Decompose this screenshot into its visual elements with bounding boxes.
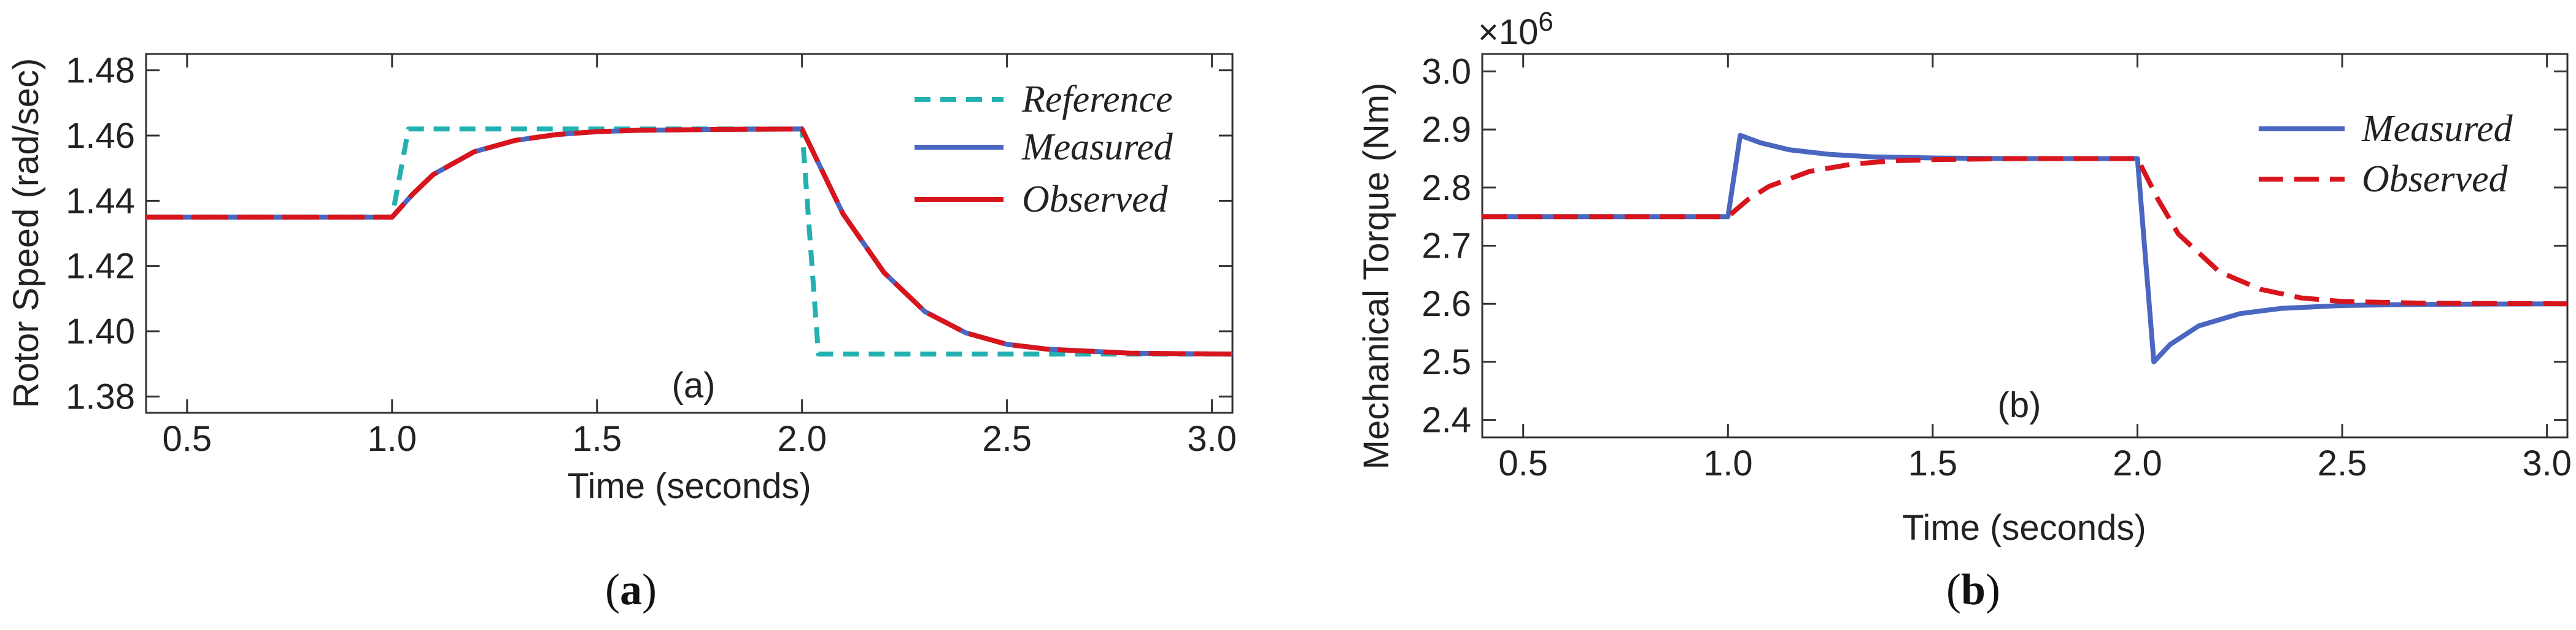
y-tick-label: 2.5: [1421, 342, 1471, 382]
x-tick-label: 3.0: [2522, 444, 2572, 483]
x-tick-label: 2.5: [2318, 444, 2367, 483]
x-tick-label: 1.0: [1703, 444, 1753, 483]
x-tick-label: 1.0: [367, 419, 417, 459]
y-tick-label: 1.42: [66, 247, 135, 286]
y-tick-label: 1.46: [66, 116, 135, 156]
legend-label-measured-a: Measured: [1021, 126, 1174, 168]
y-multiplier-b: ×106: [1478, 7, 1553, 52]
x-tick-label: 2.0: [777, 419, 827, 459]
legend-item-observed-b: Observed: [2259, 158, 2508, 200]
x-tick-label: 1.5: [1908, 444, 1958, 483]
y-ticks-b: 2.4 2.5 2.6 2.7 2.8 2.9 3.0: [1421, 52, 2567, 440]
legend-label-observed-b: Observed: [2362, 158, 2508, 200]
y-tick-label: 3.0: [1421, 52, 1471, 91]
y-tick-label: 2.6: [1421, 284, 1471, 324]
x-tick-label: 2.5: [982, 419, 1032, 459]
x-tick-label: 0.5: [162, 419, 212, 459]
legend-item-observed-a: Observed: [915, 179, 1169, 220]
legend-label-observed-a: Observed: [1022, 179, 1169, 220]
y-tick-label: 2.8: [1421, 168, 1471, 208]
x-axis-label-a: Time (seconds): [567, 466, 811, 506]
legend-item-measured-b: Measured: [2259, 108, 2513, 150]
y-tick-label: 2.9: [1421, 110, 1471, 150]
y-tick-label: 2.4: [1421, 401, 1471, 440]
x-ticks-a: 0.5 1.0 1.5 2.0 2.5 3.0: [162, 54, 1237, 459]
panel-tag-a: (a): [672, 366, 716, 405]
y-tick-label: 1.44: [66, 181, 135, 221]
x-tick-label: 1.5: [572, 419, 622, 459]
legend-b: Measured Observed: [2259, 108, 2513, 200]
y-axis-label-b: Mechanical Torque (Nm): [1356, 83, 1396, 470]
y-ticks-a: 1.38 1.40 1.42 1.44 1.46 1.48: [66, 51, 1232, 417]
x-tick-label: 3.0: [1187, 419, 1237, 459]
legend-label-measured-b: Measured: [2361, 108, 2513, 150]
legend-a: Reference Measured Observed: [915, 79, 1174, 220]
y-tick-label: 1.38: [66, 377, 135, 417]
x-tick-label: 0.5: [1498, 444, 1548, 483]
x-axis-label-b: Time (seconds): [1902, 508, 2146, 548]
series-lines-a: [146, 126, 1233, 357]
x-ticks-b: 0.5 1.0 1.5 2.0 2.5 3.0: [1498, 54, 2572, 483]
plot-area-b: [1481, 53, 2569, 439]
y-axis-label-a: Rotor Speed (rad/sec): [6, 58, 46, 409]
x-tick-label: 2.0: [2113, 444, 2162, 483]
chart-panel-b: 2.4 2.5 2.6 2.7 2.8 2.9 3.0 0.5 1.0 1.5 2.0 2.5 3.0…: [1356, 7, 2572, 614]
panel-tag-b: (b): [1998, 385, 2041, 425]
y-tick-label: 2.7: [1421, 226, 1471, 266]
caption-a: (a): [605, 565, 657, 614]
series-line-observed-b: [1482, 156, 2568, 307]
series-lines-b: [1482, 133, 2568, 364]
legend-item-reference: Reference: [915, 79, 1173, 120]
y-tick-label: 1.40: [66, 312, 135, 351]
caption-b: (b): [1946, 565, 2000, 614]
y-tick-label: 1.48: [66, 51, 135, 91]
series-line-observed-a: [146, 126, 1233, 357]
legend-item-measured-a: Measured: [915, 126, 1174, 168]
chart-panel-a: 1.38 1.40 1.42 1.44 1.46 1.48 0.5 1.0 1.5 2.0 2.5…: [6, 51, 1237, 614]
legend-label-reference: Reference: [1021, 79, 1173, 120]
